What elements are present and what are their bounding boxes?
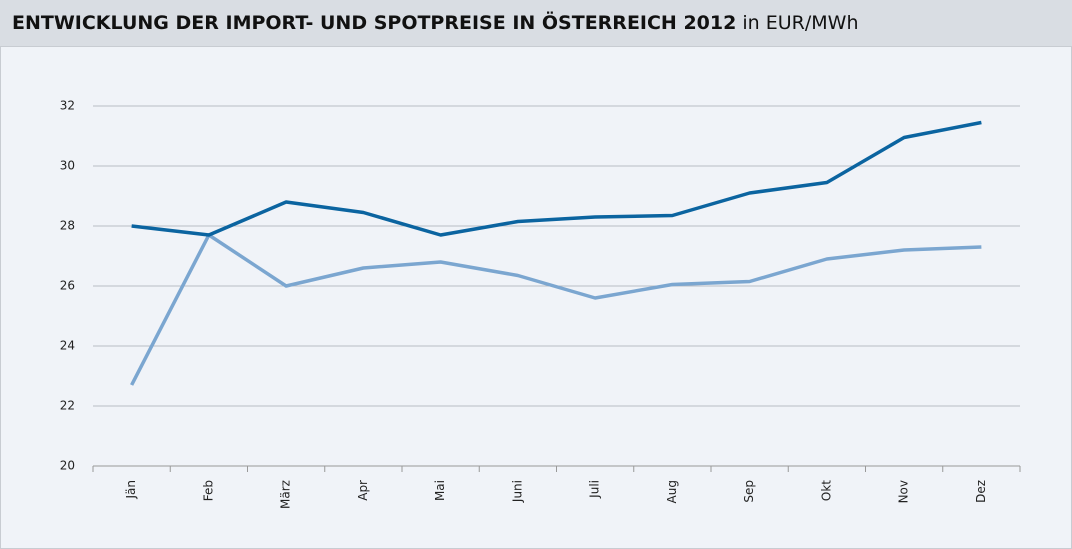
line-series	[130, 233, 982, 386]
y-tick-label: 26	[60, 279, 75, 293]
x-tick-label: Mai	[433, 480, 447, 501]
x-tick-label: Aug	[665, 480, 679, 503]
x-tick-label: Feb	[201, 480, 215, 501]
header: ENTWICKLUNG DER IMPORT- UND SPOTPREISE I…	[0, 0, 1072, 46]
line-series	[131, 120, 982, 237]
x-tick-label: Nov	[897, 480, 911, 503]
x-tick-label: Okt	[819, 480, 833, 501]
chart-panel	[0, 46, 1072, 549]
x-tick-label: Apr	[356, 480, 370, 501]
y-tick-label: 22	[60, 399, 75, 413]
x-tick-label: Juni	[510, 480, 524, 503]
y-tick-label: 24	[60, 339, 75, 353]
chart-title: ENTWICKLUNG DER IMPORT- UND SPOTPREISE I…	[12, 12, 737, 34]
y-tick-label: 20	[60, 459, 75, 473]
y-tick-label: 30	[60, 159, 75, 173]
x-tick-label: März	[279, 480, 293, 509]
x-tick-label: Jän	[124, 480, 138, 500]
x-tick-label: Juli	[588, 480, 602, 499]
chart: 20 22 24 26 28 30 32 Jän Feb März Apr Mai Juni Juli Au…	[0, 46, 1072, 549]
y-tick-label: 28	[60, 219, 75, 233]
chart-subtitle: in EUR/MWh	[742, 12, 859, 34]
x-tick-label: Sep	[742, 480, 756, 503]
x-tick-label: Dez	[974, 480, 988, 503]
y-tick-label: 32	[60, 99, 75, 113]
